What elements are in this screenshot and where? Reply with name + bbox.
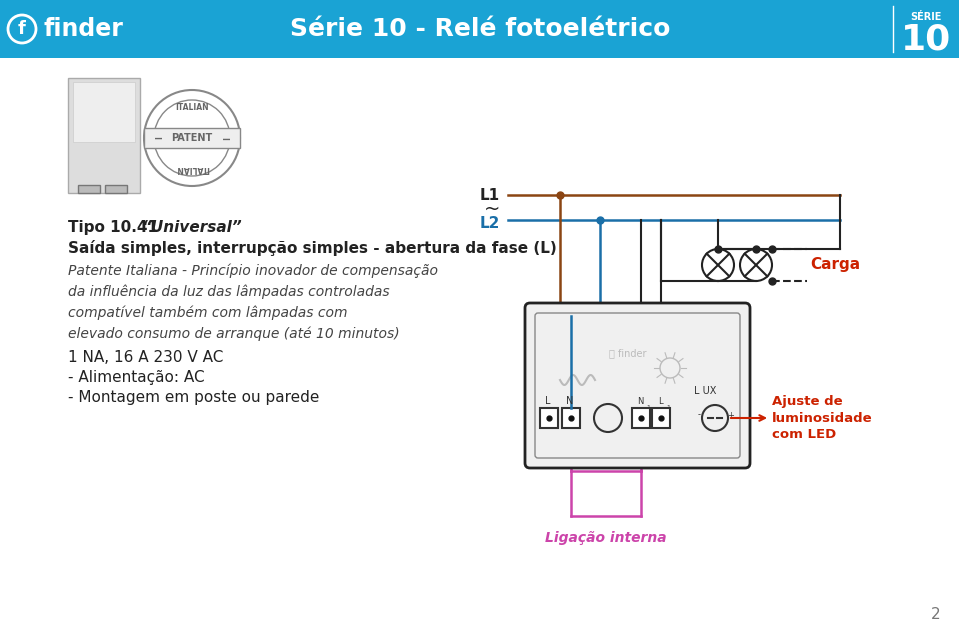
Text: 1 NA, 16 A 230 V AC: 1 NA, 16 A 230 V AC — [68, 350, 223, 365]
Text: PATENT: PATENT — [172, 133, 213, 143]
Text: ITALIAN: ITALIAN — [175, 164, 209, 172]
FancyBboxPatch shape — [525, 303, 750, 468]
Text: L: L — [658, 397, 663, 406]
Text: L: L — [546, 396, 550, 406]
Text: ~: ~ — [483, 200, 500, 219]
Text: N: N — [567, 396, 573, 406]
Bar — [632, 408, 650, 428]
Text: finder: finder — [44, 17, 124, 41]
Text: Carga: Carga — [810, 257, 860, 273]
Text: -: - — [697, 410, 700, 420]
Bar — [540, 408, 558, 428]
Bar — [73, 82, 135, 142]
Text: Saída simples, interrupção simples - abertura da fase (L): Saída simples, interrupção simples - abe… — [68, 240, 557, 256]
Bar — [562, 408, 580, 428]
Text: Ajuste de
luminosidade
com LED: Ajuste de luminosidade com LED — [772, 394, 873, 441]
Bar — [0, 0, 959, 58]
Text: I: I — [155, 136, 165, 139]
Text: ITALIAN: ITALIAN — [175, 103, 209, 112]
Text: 1: 1 — [646, 405, 650, 410]
Text: L2: L2 — [480, 216, 500, 231]
Text: SÉRIE: SÉRIE — [910, 12, 942, 22]
Text: f: f — [18, 20, 26, 38]
Text: +: + — [728, 410, 735, 420]
Bar — [78, 185, 100, 193]
Text: “Universal”: “Universal” — [141, 220, 242, 235]
Bar — [105, 185, 127, 193]
Bar — [652, 408, 670, 428]
Text: L1: L1 — [480, 188, 500, 202]
Bar — [68, 78, 140, 193]
Text: - Alimentação: AC: - Alimentação: AC — [68, 370, 204, 385]
Text: L UX: L UX — [693, 386, 716, 396]
Text: Série 10 - Relé fotoelétrico: Série 10 - Relé fotoelétrico — [290, 17, 670, 41]
Text: N: N — [637, 397, 643, 406]
Text: 1: 1 — [666, 405, 670, 410]
FancyBboxPatch shape — [535, 313, 740, 458]
Text: ⓕ finder: ⓕ finder — [609, 348, 646, 358]
Polygon shape — [144, 128, 240, 148]
Text: I: I — [220, 136, 228, 139]
Text: Patente Italiana - Princípio inovador de compensação
da influência da luz das lâ: Patente Italiana - Princípio inovador de… — [68, 264, 438, 341]
Text: Ligação interna: Ligação interna — [545, 531, 667, 545]
Text: 2: 2 — [930, 607, 940, 622]
Text: Tipo 10.41: Tipo 10.41 — [68, 220, 163, 235]
Text: - Montagem em poste ou parede: - Montagem em poste ou parede — [68, 390, 319, 405]
Text: 10: 10 — [901, 23, 951, 57]
